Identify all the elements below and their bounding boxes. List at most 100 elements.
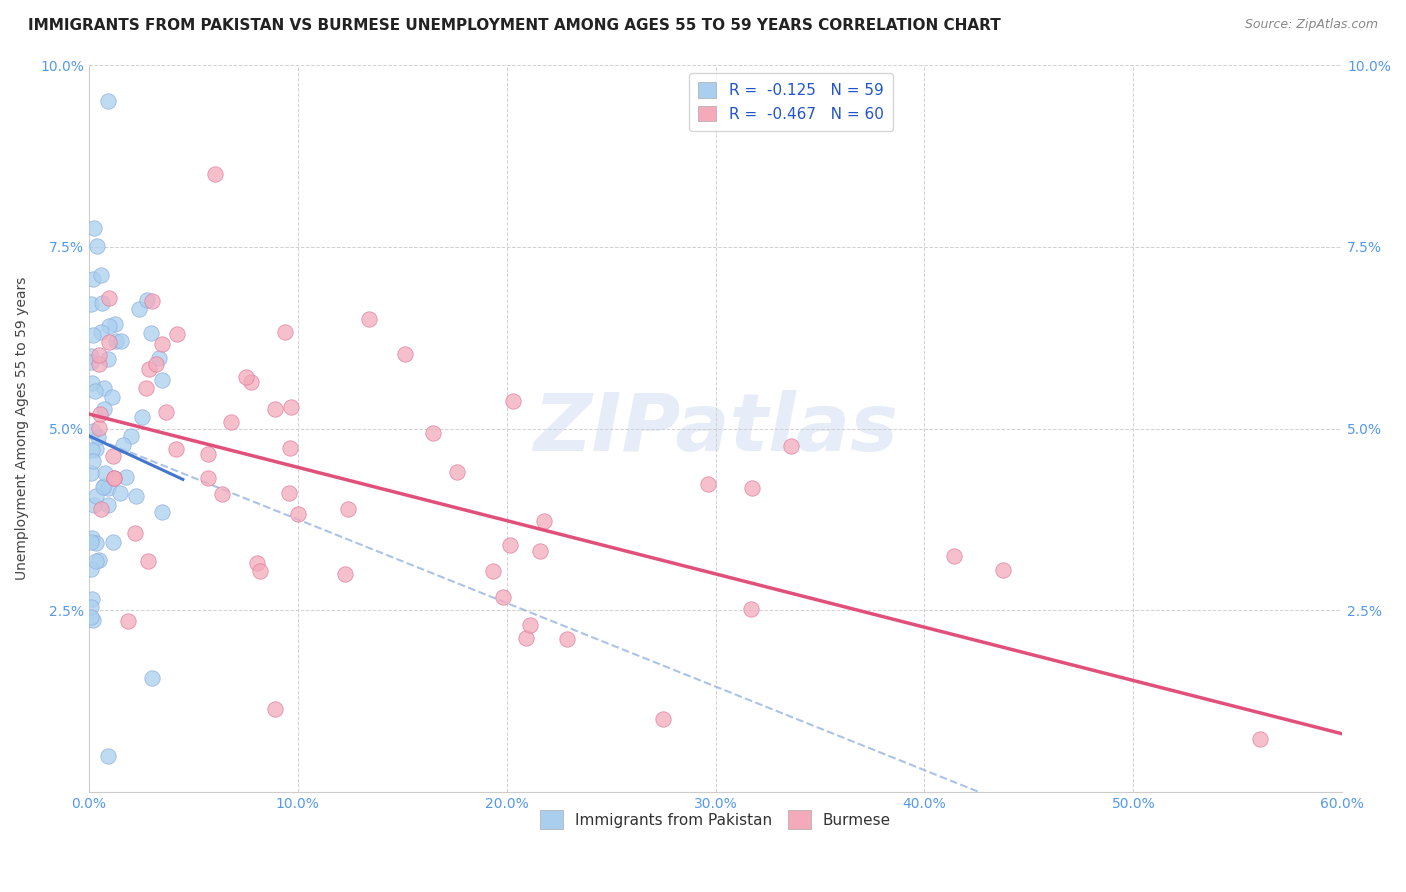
Point (131, 410, 153, 425)
Point (90, 502, 112, 516)
Point (105, 334, 128, 348)
Point (555, 632, 578, 646)
Point (942, 549, 965, 563)
Point (498, 538, 520, 552)
Point (87, 430, 110, 444)
Point (148, 351, 170, 366)
Point (84, 554, 107, 568)
Point (82, 454, 104, 468)
Point (100, 390, 122, 404)
Point (115, 470, 138, 484)
Point (394, 347, 416, 361)
Point (740, 602, 762, 616)
Point (97, 95, 120, 109)
Point (97, 748, 120, 763)
Point (246, 556, 269, 570)
Point (86, 442, 108, 456)
Point (82, 531, 104, 545)
Point (264, 401, 287, 416)
Legend: Immigrants from Pakistan, Burmese: Immigrants from Pakistan, Burmese (534, 805, 897, 835)
Point (779, 439, 801, 453)
Point (150, 337, 173, 351)
Point (125, 489, 148, 503)
Point (197, 471, 219, 485)
Point (112, 438, 135, 452)
Point (136, 293, 159, 308)
Point (333, 567, 356, 582)
Point (83, 498, 105, 512)
Point (90, 295, 112, 310)
Point (93, 479, 115, 493)
Point (83, 220, 105, 235)
Point (150, 373, 173, 387)
Point (533, 514, 555, 528)
Point (86, 489, 108, 503)
Point (446, 465, 468, 479)
Point (741, 481, 763, 495)
Point (98, 334, 121, 349)
Point (103, 449, 125, 463)
Point (93, 402, 115, 417)
Point (240, 376, 263, 390)
Point (87, 552, 110, 566)
Point (80, 442, 103, 457)
Text: IMMIGRANTS FROM PAKISTAN VS BURMESE UNEMPLOYMENT AMONG AGES 55 TO 59 YEARS CORRE: IMMIGRANTS FROM PAKISTAN VS BURMESE UNEM… (28, 18, 1001, 33)
Point (124, 525, 146, 540)
Point (80, 376, 103, 391)
Point (80, 297, 103, 311)
Point (80, 466, 103, 480)
Point (141, 294, 163, 309)
Point (138, 361, 160, 376)
Point (89, 348, 111, 362)
Point (280, 401, 302, 415)
Point (80, 599, 103, 614)
Point (502, 393, 524, 408)
Point (103, 471, 125, 485)
Point (204, 168, 226, 182)
Point (337, 502, 360, 516)
Point (422, 425, 444, 440)
Point (287, 508, 309, 522)
Point (128, 301, 150, 316)
Point (273, 325, 295, 339)
Point (82, 272, 104, 286)
Point (249, 564, 271, 578)
Text: ZIPatlas: ZIPatlas (533, 390, 898, 467)
Point (993, 563, 1015, 577)
Point (84, 536, 107, 550)
Point (97, 319, 120, 334)
Point (197, 447, 219, 461)
Point (1249, 732, 1271, 747)
Point (94, 467, 117, 481)
Point (529, 543, 551, 558)
Point (97, 499, 120, 513)
Point (135, 381, 157, 395)
Point (110, 334, 132, 349)
Point (651, 712, 673, 726)
Point (697, 476, 720, 491)
Text: Source: ZipAtlas.com: Source: ZipAtlas.com (1244, 18, 1378, 31)
Point (80, 562, 103, 576)
Point (150, 505, 173, 519)
Point (82, 613, 104, 627)
Point (89, 407, 111, 421)
Point (91, 480, 114, 494)
Point (515, 632, 537, 646)
Point (89, 421, 111, 435)
Point (491, 590, 513, 604)
Point (357, 311, 380, 326)
Point (103, 471, 125, 485)
Point (90, 268, 112, 282)
Point (103, 318, 125, 332)
Point (155, 404, 177, 418)
Point (219, 416, 242, 430)
Point (278, 441, 301, 455)
Point (264, 701, 287, 715)
Point (86, 239, 108, 253)
Point (139, 326, 162, 341)
Point (90, 325, 112, 339)
Point (84, 384, 107, 398)
Point (97, 481, 120, 495)
Point (80, 355, 103, 369)
Point (89, 358, 111, 372)
